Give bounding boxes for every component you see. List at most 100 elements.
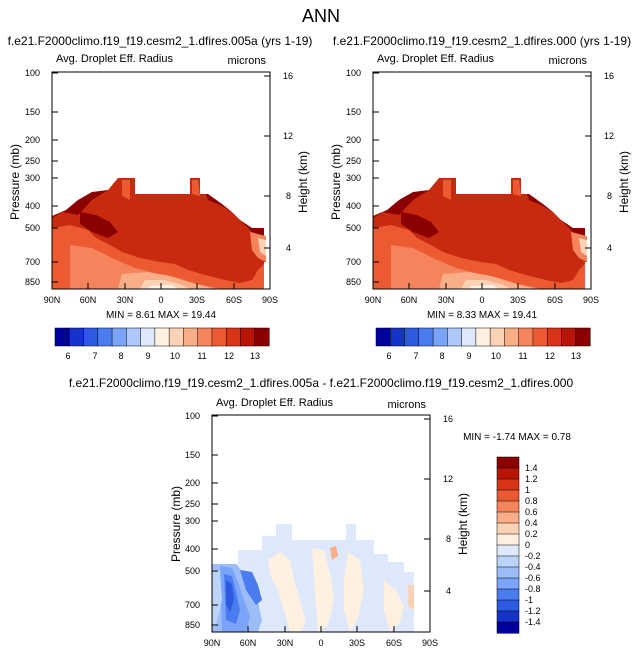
colorbar-label: 1 — [525, 485, 530, 495]
colorbar-label: 12 — [545, 351, 555, 361]
y-tick-label: 200 — [25, 135, 40, 145]
colorbar-label: 10 — [170, 351, 180, 361]
x-tick-label: 30N — [277, 638, 294, 648]
y-axis-title: Pressure (mb) — [169, 486, 183, 562]
colorbar-swatch — [496, 544, 520, 557]
colorbar-swatch — [496, 621, 520, 634]
panel-model-000: f.e21.F2000climo.f19_f19.cesm2_1.dfires.… — [329, 34, 631, 361]
colorbar-label: 9 — [466, 351, 471, 361]
x-tick-label: 60S — [547, 295, 563, 305]
colorbar-swatch — [404, 327, 420, 347]
colorbar-swatch — [532, 327, 548, 347]
panel-subtitle-right: microns — [548, 55, 587, 67]
y-tick-label: 200 — [185, 478, 200, 488]
colorbar-label: 11 — [197, 351, 206, 361]
heatmap-field — [373, 72, 591, 289]
panel-difference: f.e21.F2000climo.f19_f19.cesm2_1.dfires.… — [69, 376, 574, 648]
colorbar-swatch — [254, 327, 270, 347]
height-tick-label: 4 — [286, 243, 291, 253]
height-tick-label: 8 — [607, 191, 612, 201]
min-max-stats: MIN = 8.61 MAX = 19.44 — [106, 310, 216, 321]
panel-title: f.e21.F2000climo.f19_f19.cesm2_1.dfires.… — [8, 34, 313, 48]
colorbar-swatch — [575, 327, 591, 347]
colorbar-label: 6 — [65, 351, 70, 361]
y-tick-label: 300 — [185, 516, 200, 526]
colorbar-swatch — [418, 327, 434, 347]
panel-title: f.e21.F2000climo.f19_f19.cesm2_1.dfires.… — [333, 34, 631, 48]
y-axis-title: Pressure (mb) — [329, 144, 343, 220]
colorbar-swatch — [154, 327, 170, 347]
x-tick-label: 30S — [510, 295, 526, 305]
colorbar-swatch — [496, 511, 520, 524]
y-tick-label: 500 — [346, 223, 361, 233]
colorbar-swatch — [496, 533, 520, 546]
colorbar-swatch — [475, 327, 491, 347]
y-tick-label: 500 — [25, 223, 40, 233]
y-tick-label: 700 — [346, 257, 361, 267]
x-tick-label: 90N — [365, 295, 382, 305]
colorbar — [54, 327, 270, 347]
panel-subtitle-left: Avg. Droplet Eff. Radius — [377, 53, 494, 65]
colorbar-swatch — [496, 577, 520, 590]
colorbar-swatch — [496, 489, 520, 502]
y-tick-label: 500 — [185, 566, 200, 576]
figure-title: ANN — [302, 6, 340, 26]
x-tick-label: 60S — [386, 638, 402, 648]
colorbar-swatch — [211, 327, 227, 347]
colorbar — [496, 456, 520, 634]
y-tick-label: 300 — [25, 173, 40, 183]
x-tick-label: 30N — [117, 295, 134, 305]
colorbar-swatch — [111, 327, 127, 347]
colorbar-label: -0.6 — [525, 573, 541, 583]
colorbar-swatch — [496, 599, 520, 612]
y-tick-label: 400 — [346, 201, 361, 211]
y-tick-label: 850 — [346, 277, 361, 287]
x-tick-label: 90S — [262, 295, 278, 305]
colorbar-swatch — [168, 327, 184, 347]
heatmap-field — [212, 524, 414, 632]
colorbar-label: 8 — [439, 351, 444, 361]
colorbar-swatch — [496, 456, 520, 469]
y-axis-right-title: Height (km) — [296, 151, 310, 213]
y-tick-label: 250 — [346, 156, 361, 166]
min-max-stats: MIN = 8.33 MAX = 19.41 — [427, 310, 537, 321]
y-tick-label: 150 — [346, 107, 361, 117]
colorbar-label: -1.4 — [525, 617, 541, 627]
colorbar-label: 1.2 — [525, 474, 538, 484]
colorbar-swatch — [197, 327, 213, 347]
x-axis: 90N 60N 30N 0 30S 60S 90S — [204, 638, 438, 648]
panel-title: f.e21.F2000climo.f19_f19.cesm2_1.dfires.… — [69, 376, 574, 390]
colorbar-swatch — [240, 327, 256, 347]
y-tick-label: 200 — [346, 135, 361, 145]
x-tick-label: 0 — [479, 295, 484, 305]
colorbar-swatch — [561, 327, 577, 347]
colorbar-swatch — [447, 327, 463, 347]
colorbar-swatch — [496, 610, 520, 623]
colorbar-swatch — [461, 327, 477, 347]
x-axis: 90N 60N 30N 0 30S 60S 90S — [365, 295, 599, 305]
y-axis-left: 100 150 200 250 300 400 500 700 850 — [185, 411, 200, 630]
y-tick-label: 250 — [185, 499, 200, 509]
colorbar-label: 0 — [525, 540, 530, 550]
panel-subtitle-left: Avg. Droplet Eff. Radius — [216, 397, 333, 409]
colorbar-label: 12 — [224, 351, 234, 361]
y-axis-right-title: Height (km) — [456, 493, 470, 555]
colorbar-label: -1 — [525, 595, 533, 605]
x-tick-label: 90S — [422, 638, 438, 648]
colorbar-swatch — [496, 467, 520, 480]
height-tick-label: 16 — [604, 71, 614, 81]
colorbar-label: 0.6 — [525, 507, 538, 517]
colorbar-label: 10 — [491, 351, 501, 361]
panel-subtitle-right: microns — [387, 399, 426, 411]
height-tick-label: 12 — [443, 474, 453, 484]
colorbar — [375, 327, 591, 347]
x-tick-label: 90N — [204, 638, 221, 648]
y-axis-right: 16 12 8 4 — [443, 414, 453, 596]
colorbar-label: 0.8 — [525, 496, 538, 506]
y-tick-label: 150 — [25, 107, 40, 117]
heatmap-field — [52, 72, 270, 289]
colorbar-swatch — [432, 327, 448, 347]
y-tick-label: 100 — [185, 411, 200, 421]
colorbar-labels: 6 7 8 9 10 11 12 13 — [65, 351, 260, 361]
colorbar-label: 9 — [145, 351, 150, 361]
